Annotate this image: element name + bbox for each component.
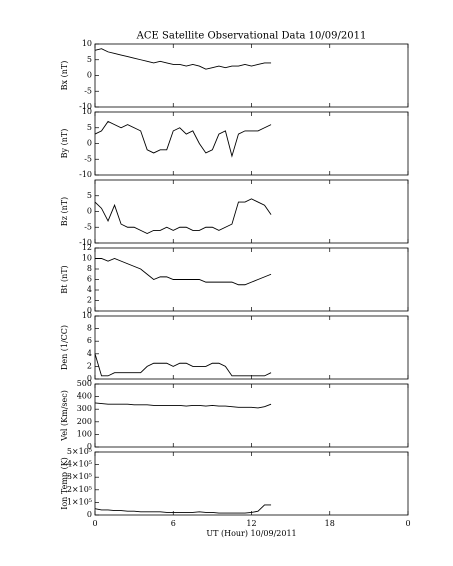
y-axis-label: Den (1/CC): [60, 325, 69, 370]
y-tick-label: 5×10⁵: [67, 447, 92, 456]
panel-frame: [94, 383, 409, 448]
chart-title: ACE Satellite Observational Data 10/09/2…: [136, 31, 367, 42]
y-tick-label: 0: [87, 139, 92, 148]
y-tick-label: 4: [87, 349, 92, 358]
y-tick-label: 300: [77, 404, 92, 413]
y-tick-label: 10: [82, 254, 92, 263]
data-line: [94, 402, 272, 409]
data-line: [94, 48, 272, 70]
y-axis-label: Vel (Km/sec): [60, 390, 69, 442]
panel-frame: [94, 179, 409, 244]
panel-frame: [94, 451, 409, 516]
panel-frame: [94, 315, 409, 380]
y-tick-label: 0: [87, 207, 92, 216]
y-tick-label: -10: [79, 102, 92, 111]
y-tick-label: -5: [84, 154, 92, 163]
y-tick-label: 6: [87, 336, 92, 345]
panel-frame: [94, 111, 409, 176]
y-tick-label: 5: [87, 123, 92, 132]
data-line: [95, 258, 272, 286]
y-axis-label: Bx (nT): [60, 61, 69, 91]
x-axis-label: UT (Hour) 10/09/2011: [206, 529, 296, 538]
y-tick-label: -10: [79, 170, 92, 179]
y-tick-label: 4×10⁵: [67, 460, 92, 469]
y-tick-label: 8: [87, 324, 92, 333]
y-tick-label: 0: [87, 510, 92, 519]
y-tick-label: 4: [87, 285, 92, 294]
y-tick-label: 2: [87, 361, 92, 370]
x-tick-label: 0: [92, 519, 97, 528]
data-line: [94, 120, 272, 158]
y-axis-label: Bt (nT): [60, 265, 69, 293]
y-tick-label: 10: [82, 39, 92, 48]
y-tick-label: 5: [87, 191, 92, 200]
y-tick-label: -5: [84, 86, 92, 95]
y-tick-label: -5: [84, 222, 92, 231]
y-tick-label: 400: [77, 392, 92, 401]
y-tick-label: 12: [82, 243, 92, 252]
x-tick-label: 0: [405, 519, 410, 528]
y-axis-label: By (nT): [60, 129, 69, 159]
y-tick-label: 3×10⁵: [67, 472, 92, 481]
y-tick-label: 0: [87, 442, 92, 451]
y-tick-label: 10: [82, 107, 92, 116]
panel-frame: [94, 247, 409, 312]
y-tick-label: 500: [77, 379, 92, 388]
panel-frame: [94, 43, 409, 108]
x-tick-label: 6: [171, 519, 176, 528]
y-tick-label: 200: [77, 417, 92, 426]
data-line: [94, 504, 272, 514]
x-tick-label: 18: [325, 519, 335, 528]
y-tick-label: 100: [77, 429, 92, 438]
y-tick-label: 0: [87, 71, 92, 80]
data-line: [94, 353, 272, 377]
y-tick-label: 10: [82, 311, 92, 320]
y-tick-label: 5: [87, 55, 92, 64]
data-line: [94, 198, 272, 235]
y-tick-label: -10: [79, 238, 92, 247]
x-tick-label: 12: [246, 519, 256, 528]
y-tick-label: 1×10⁵: [67, 497, 92, 506]
y-axis-label: Ion Temp (K): [60, 457, 69, 510]
y-tick-label: 8: [87, 264, 92, 273]
y-tick-label: 6: [87, 275, 92, 284]
y-axis-label: Bz (nT): [60, 197, 69, 226]
y-tick-label: 0: [87, 374, 92, 383]
y-tick-label: 2: [87, 296, 92, 305]
y-tick-label: 0: [87, 306, 92, 315]
y-tick-label: 2×10⁵: [67, 485, 92, 494]
